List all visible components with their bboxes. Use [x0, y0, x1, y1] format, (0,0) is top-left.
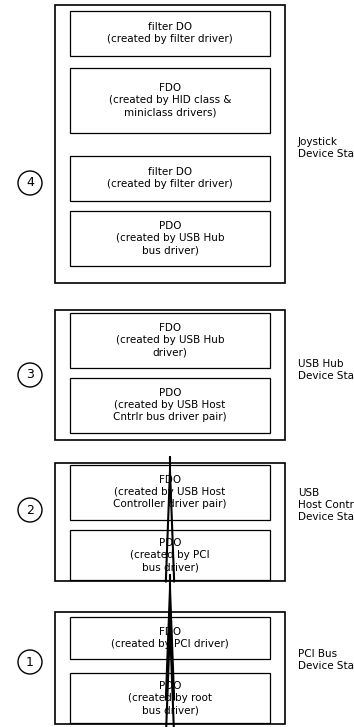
- Text: Joystick
Device Stack: Joystick Device Stack: [298, 137, 354, 158]
- Text: FDO
(created by USB Host
Controller driver pair): FDO (created by USB Host Controller driv…: [113, 475, 227, 510]
- Text: PDO
(created by root
bus driver): PDO (created by root bus driver): [128, 680, 212, 715]
- Text: PCI Bus
Device Stack: PCI Bus Device Stack: [298, 649, 354, 671]
- Circle shape: [18, 498, 42, 522]
- Text: 4: 4: [26, 177, 34, 190]
- Text: FDO
(created by HID class &
miniclass drivers): FDO (created by HID class & miniclass dr…: [109, 83, 231, 117]
- FancyBboxPatch shape: [70, 377, 270, 433]
- Text: FDO
(created by PCI driver): FDO (created by PCI driver): [111, 627, 229, 649]
- FancyBboxPatch shape: [55, 463, 285, 581]
- Text: 2: 2: [26, 504, 34, 516]
- FancyBboxPatch shape: [70, 10, 270, 55]
- FancyBboxPatch shape: [70, 673, 270, 723]
- Circle shape: [18, 171, 42, 195]
- Text: FDO
(created by USB Hub
driver): FDO (created by USB Hub driver): [116, 323, 224, 358]
- Text: USB
Host Controller
Device Stack: USB Host Controller Device Stack: [298, 489, 354, 521]
- Text: PDO
(created by USB Host
Cntrlr bus driver pair): PDO (created by USB Host Cntrlr bus driv…: [113, 387, 227, 422]
- FancyBboxPatch shape: [70, 211, 270, 265]
- Text: 3: 3: [26, 369, 34, 382]
- FancyBboxPatch shape: [70, 313, 270, 368]
- FancyBboxPatch shape: [70, 530, 270, 580]
- FancyBboxPatch shape: [55, 612, 285, 724]
- Circle shape: [18, 363, 42, 387]
- FancyBboxPatch shape: [70, 465, 270, 520]
- Text: PDO
(created by USB Hub
bus driver): PDO (created by USB Hub bus driver): [116, 220, 224, 255]
- Text: USB Hub
Device Stack: USB Hub Device Stack: [298, 359, 354, 381]
- FancyBboxPatch shape: [70, 617, 270, 659]
- Text: 1: 1: [26, 656, 34, 669]
- Text: PDO
(created by PCI
bus driver): PDO (created by PCI bus driver): [130, 537, 210, 572]
- FancyBboxPatch shape: [70, 156, 270, 201]
- FancyBboxPatch shape: [70, 68, 270, 132]
- FancyBboxPatch shape: [55, 5, 285, 283]
- FancyBboxPatch shape: [55, 310, 285, 440]
- Text: filter DO
(created by filter driver): filter DO (created by filter driver): [107, 166, 233, 189]
- Circle shape: [18, 650, 42, 674]
- Text: filter DO
(created by filter driver): filter DO (created by filter driver): [107, 22, 233, 44]
